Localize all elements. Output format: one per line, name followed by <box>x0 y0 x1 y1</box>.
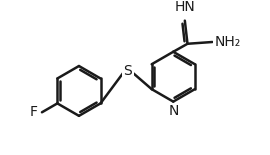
Text: N: N <box>169 104 179 118</box>
Text: NH₂: NH₂ <box>214 35 241 49</box>
Text: F: F <box>29 105 38 119</box>
Text: HN: HN <box>174 0 195 13</box>
Text: S: S <box>123 64 132 78</box>
